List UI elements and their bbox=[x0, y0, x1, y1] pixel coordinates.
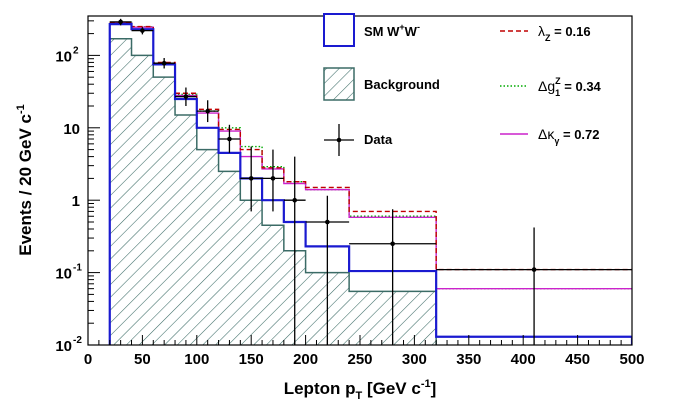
data-point bbox=[218, 124, 241, 153]
legend-sm-box bbox=[323, 13, 355, 47]
data-point bbox=[109, 18, 132, 26]
data-marker bbox=[118, 19, 123, 25]
data-marker bbox=[227, 136, 232, 142]
x-tick-label: 500 bbox=[619, 351, 644, 368]
x-axis-title: Lepton pT [GeV c-1] bbox=[284, 378, 437, 402]
y-tick-exponent: -1 bbox=[73, 263, 82, 274]
legend-background: Background bbox=[323, 67, 440, 101]
data-point bbox=[196, 100, 219, 123]
x-tick-label: 250 bbox=[347, 351, 372, 368]
legend-delta-kappa-label: Δκγ = 0.72 bbox=[538, 126, 600, 146]
x-tick-label: 400 bbox=[511, 351, 536, 368]
series-dashed-line bbox=[109, 21, 632, 271]
data-marker bbox=[248, 176, 254, 181]
x-tick-label: 300 bbox=[402, 351, 427, 368]
data-marker bbox=[140, 28, 145, 33]
legend-delta-kappa: Δκγ = 0.72 bbox=[500, 126, 600, 146]
y-tick-exponent: 2 bbox=[73, 45, 79, 56]
data-marker bbox=[270, 176, 276, 181]
legend-background-box bbox=[323, 67, 355, 101]
data-point bbox=[240, 146, 263, 212]
legend-data: Data bbox=[324, 124, 393, 156]
legend-lambda-z-label: λZ = 0.16 bbox=[538, 23, 591, 43]
data-marker bbox=[325, 219, 330, 225]
data-point bbox=[436, 227, 632, 345]
data-point bbox=[283, 156, 306, 345]
y-tick-exponent: -2 bbox=[73, 335, 82, 346]
x-tick-label: 350 bbox=[456, 351, 481, 368]
data-point bbox=[153, 58, 176, 69]
y-tick-label: 10 bbox=[55, 266, 72, 283]
x-tick-label: 100 bbox=[184, 351, 209, 368]
legend-background-label: Background bbox=[364, 77, 440, 92]
data-point bbox=[175, 87, 197, 106]
y-tick-label: 10 bbox=[63, 121, 80, 138]
legend-sm-ww: SM W+W- bbox=[323, 13, 420, 47]
legend-lambda-z: λZ = 0.16 bbox=[500, 23, 591, 43]
data-marker bbox=[205, 108, 210, 114]
legend-delta-g1z: Δg1Z = 0.34 bbox=[500, 76, 602, 98]
x-tick-label: 0 bbox=[84, 351, 92, 368]
data-marker bbox=[531, 267, 537, 272]
legend-delta-g1z-label: Δg1Z = 0.34 bbox=[538, 76, 602, 98]
data-marker bbox=[161, 60, 167, 66]
legend-sm-label: SM W+W- bbox=[364, 22, 420, 39]
y-tick-label: 10 bbox=[55, 48, 72, 65]
data-point bbox=[262, 149, 284, 212]
data-point bbox=[131, 27, 154, 35]
x-tick-label: 200 bbox=[293, 351, 318, 368]
data-point bbox=[305, 195, 350, 345]
data-point bbox=[349, 209, 437, 345]
x-tick-label: 50 bbox=[134, 351, 151, 368]
data-marker bbox=[390, 241, 395, 247]
y-tick-label: 1 bbox=[72, 193, 80, 210]
y-tick-label: 10 bbox=[55, 338, 72, 355]
y-axis-title: Events / 20 GeV c-1 bbox=[15, 104, 35, 256]
data-marker bbox=[292, 197, 298, 203]
legend-data-label: Data bbox=[364, 132, 393, 147]
x-tick-label: 150 bbox=[239, 351, 264, 368]
data-marker bbox=[183, 94, 189, 99]
x-tick-label: 450 bbox=[565, 351, 590, 368]
legend-data-marker bbox=[336, 137, 342, 143]
